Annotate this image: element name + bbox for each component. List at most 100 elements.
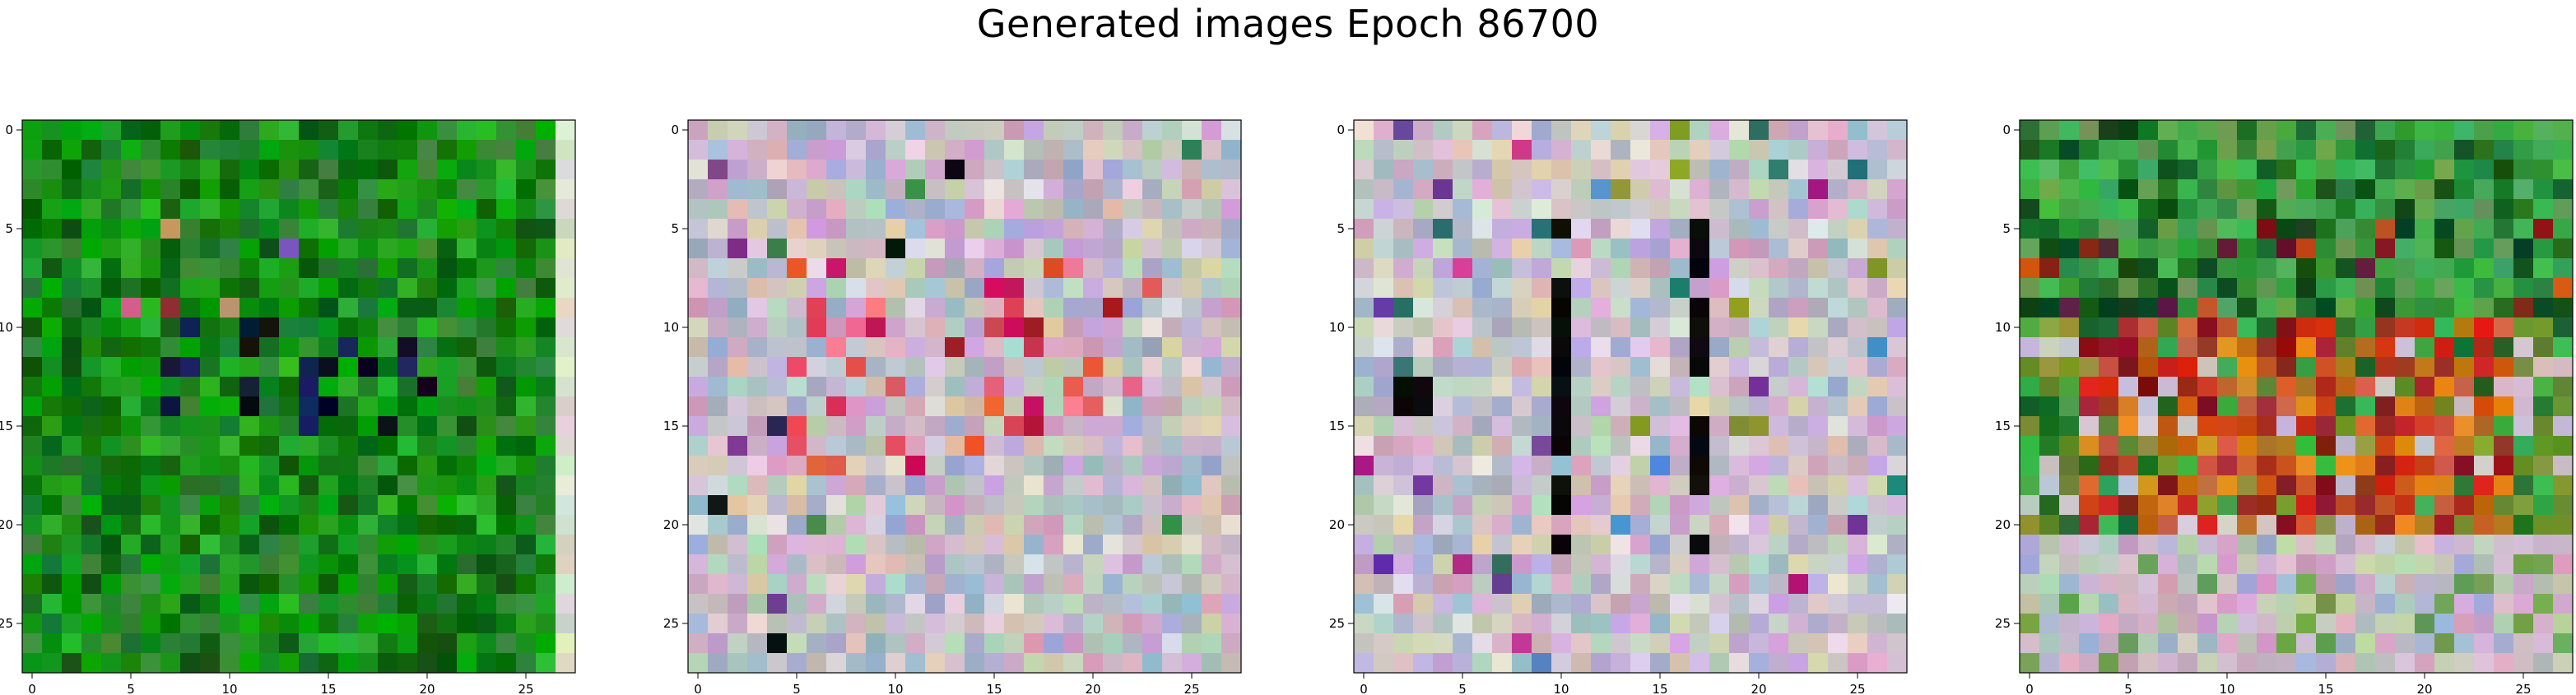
image-cells-4 (2020, 120, 2574, 674)
pixel-cell (688, 495, 709, 516)
pixel-cell (807, 278, 827, 299)
pixel-cell (516, 614, 537, 634)
pixel-cell (866, 239, 886, 259)
pixel-cell (1630, 475, 1651, 496)
pixel-cell (1867, 515, 1888, 535)
pixel-cell (1393, 416, 1414, 437)
pixel-cell (398, 574, 418, 595)
pixel-cell (1611, 475, 1631, 496)
pixel-cell (2039, 515, 2060, 535)
pixel-cell (1083, 219, 1104, 239)
pixel-cell (2474, 140, 2495, 160)
pixel-cell (846, 160, 867, 180)
pixel-cell (42, 515, 63, 535)
pixel-cell (728, 495, 748, 516)
pixel-cell (1083, 179, 1104, 200)
pixel-cell (1083, 239, 1104, 259)
pixel-cell (2474, 495, 2495, 516)
pixel-cell (1808, 239, 1829, 259)
pixel-cell (787, 258, 807, 279)
pixel-cell (417, 160, 438, 180)
pixel-cell (767, 120, 788, 141)
pixel-cell (886, 160, 906, 180)
pixel-cell (516, 377, 537, 397)
pixel-cell (1044, 653, 1064, 674)
pixel-cell (1808, 535, 1829, 555)
pixel-cell (925, 456, 946, 476)
pixel-cell (477, 653, 497, 674)
pixel-cell (767, 317, 788, 338)
pixel-cell (1650, 554, 1671, 575)
pixel-cell (299, 357, 319, 378)
pixel-cell (1808, 515, 1829, 535)
pixel-cell (708, 258, 728, 279)
pixel-cell (2375, 396, 2396, 417)
pixel-cell (2513, 258, 2534, 279)
pixel-cell (2079, 396, 2099, 417)
pixel-cell (2395, 535, 2416, 555)
pixel-cell (437, 258, 458, 279)
pixel-cell (1142, 160, 1163, 180)
pixel-cell (925, 179, 946, 200)
pixel-cell (1551, 357, 1572, 378)
pixel-cell (1354, 614, 1374, 634)
pixel-cell (1354, 179, 1374, 200)
pixel-cell (728, 436, 748, 456)
pixel-cell (2059, 219, 2080, 239)
pixel-cell (945, 357, 965, 378)
pixel-cell (2217, 298, 2238, 318)
pixel-cell (2276, 377, 2297, 397)
pixel-cell (62, 436, 82, 456)
pixel-cell (1063, 298, 1084, 318)
pixel-cell (358, 456, 379, 476)
pixel-cell (220, 199, 240, 220)
pixel-cell (1512, 179, 1532, 200)
pixel-cell (516, 160, 537, 180)
pixel-cell (1867, 120, 1888, 141)
pixel-cell (1788, 160, 1809, 180)
pixel-cell (2059, 396, 2080, 417)
pixel-cell (2553, 633, 2574, 654)
pixel-cell (945, 535, 965, 555)
pixel-cell (319, 258, 339, 279)
pixel-cell (22, 337, 43, 358)
pixel-cell (239, 653, 260, 674)
pixel-cell (1063, 515, 1084, 535)
pixel-cell (2138, 535, 2159, 555)
pixel-cell (259, 475, 280, 496)
pixel-cell (398, 357, 418, 378)
pixel-cell (1182, 396, 1202, 417)
x-tick-label: 10 (1553, 682, 1569, 695)
pixel-cell (747, 120, 768, 141)
pixel-cell (2513, 160, 2534, 180)
pixel-cell (2355, 456, 2376, 476)
pixel-cell (1433, 258, 1453, 279)
pixel-cell (2336, 377, 2356, 397)
pixel-cell (1374, 140, 1394, 160)
pixel-cell (22, 574, 43, 595)
pixel-cell (2296, 653, 2317, 674)
pixel-cell (2454, 535, 2475, 555)
pixel-cell (1788, 456, 1809, 476)
pixel-cell (1413, 377, 1434, 397)
pixel-cell (2158, 535, 2178, 555)
pixel-cell (1670, 535, 1690, 555)
pixel-cell (2296, 298, 2317, 318)
pixel-cell (2494, 396, 2514, 417)
pixel-cell (259, 594, 280, 614)
pixel-cell (2533, 199, 2554, 220)
pixel-cell (2039, 653, 2060, 674)
pixel-cell (220, 357, 240, 378)
pixel-cell (1393, 396, 1414, 417)
pixel-cell (1123, 317, 1143, 338)
pixel-cell (846, 120, 867, 141)
pixel-cell (2178, 574, 2198, 595)
pixel-cell (965, 337, 985, 358)
pixel-cell (1221, 298, 1242, 318)
pixel-cell (2079, 377, 2099, 397)
pixel-cell (1453, 239, 1473, 259)
pixel-cell (1630, 160, 1651, 180)
pixel-cell (1123, 436, 1143, 456)
pixel-cell (259, 357, 280, 378)
pixel-cell (2039, 258, 2060, 279)
